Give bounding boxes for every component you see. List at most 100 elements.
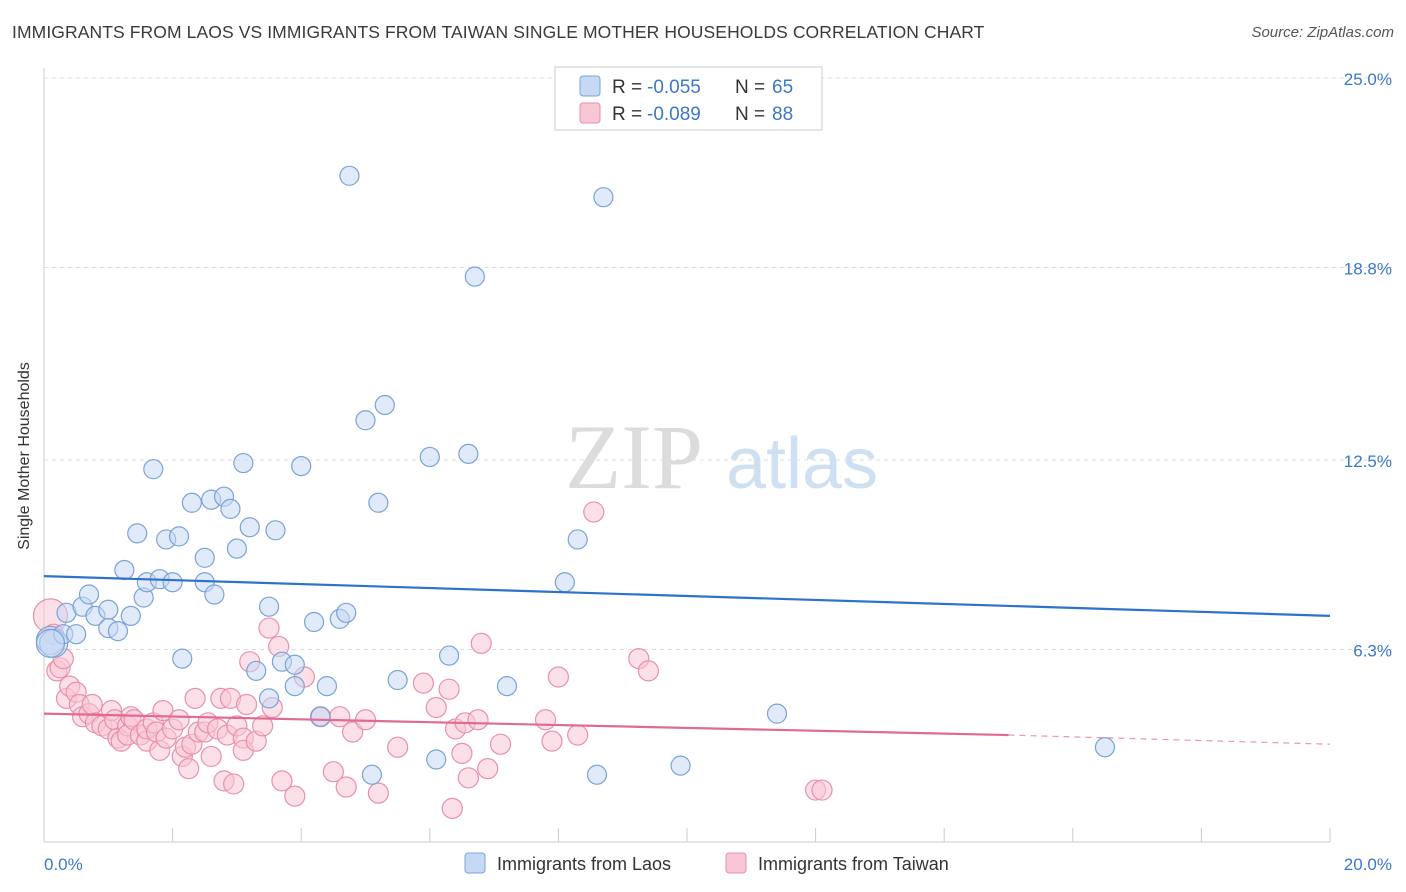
data-point-laos <box>168 526 190 547</box>
trend-line-taiwan <box>43 712 1009 737</box>
data-point-laos <box>172 648 193 669</box>
data-point-taiwan <box>477 758 499 780</box>
y-tick-labels: 6.3% 12.5% 18.8% 25.0% <box>1344 70 1392 660</box>
data-point-laos <box>310 706 331 727</box>
data-point-taiwan <box>567 724 589 746</box>
data-point-taiwan <box>258 617 280 639</box>
data-point-laos <box>368 492 389 513</box>
data-point-taiwan <box>168 709 190 731</box>
x-tick-label: 20.0% <box>1344 855 1392 874</box>
data-point-taiwan <box>457 767 479 789</box>
legend-n-label-taiwan: N = <box>735 104 765 125</box>
data-point-laos <box>464 266 485 287</box>
data-point-laos <box>246 660 267 681</box>
data-point-taiwan <box>271 770 293 792</box>
data-point-laos <box>567 529 588 550</box>
data-point-taiwan <box>541 730 563 752</box>
data-point-taiwan <box>470 632 492 654</box>
data-point-taiwan <box>235 693 258 716</box>
data-point-laos <box>438 645 460 666</box>
watermark-atlas: atlas <box>726 424 878 504</box>
data-point-laos <box>233 452 254 474</box>
trend-line-taiwan-extrapolated <box>1008 734 1331 745</box>
data-point-laos <box>355 410 376 431</box>
y-tick-label: 12.5% <box>1344 452 1392 471</box>
data-point-taiwan <box>342 721 364 743</box>
series-laos-points <box>35 165 1116 785</box>
data-point-taiwan <box>387 736 409 758</box>
data-point-taiwan <box>200 745 222 768</box>
data-point-taiwan <box>252 715 274 737</box>
trend-line-laos <box>43 575 1331 617</box>
data-point-taiwan <box>81 693 103 716</box>
data-point-laos <box>120 605 141 626</box>
bottom-legend-swatch-laos <box>464 852 486 874</box>
series-taiwan-points <box>32 501 833 819</box>
data-point-laos <box>426 749 447 770</box>
data-point-laos <box>162 572 183 593</box>
y-tick-label: 18.8% <box>1344 259 1392 278</box>
data-point-laos <box>284 654 305 675</box>
data-point-laos <box>265 520 286 541</box>
data-point-taiwan <box>367 782 389 804</box>
data-point-laos <box>78 584 100 605</box>
x-tick-label: 0.0% <box>44 855 83 874</box>
legend-n-value-laos: 65 <box>772 77 793 98</box>
legend-r-value-laos: -0.055 <box>647 77 701 98</box>
data-point-laos <box>220 498 241 519</box>
data-point-laos <box>181 492 202 513</box>
legend-r-label-laos: R = <box>612 77 642 98</box>
y-tick-label: 25.0% <box>1344 70 1392 89</box>
data-point-taiwan <box>322 761 344 783</box>
data-point-taiwan <box>489 733 512 755</box>
data-point-taiwan <box>412 672 434 694</box>
bottom-legend-swatch-taiwan <box>725 852 747 874</box>
data-point-laos <box>496 676 518 697</box>
data-point-taiwan <box>425 696 447 719</box>
legend-n-label-laos: N = <box>735 77 765 98</box>
data-point-taiwan <box>637 660 660 682</box>
data-point-taiwan <box>223 773 245 795</box>
data-point-laos <box>458 443 479 464</box>
data-point-laos <box>339 165 360 186</box>
source-credit: Source: ZipAtlas.com <box>1251 24 1394 41</box>
trend-lines <box>43 575 1331 745</box>
data-point-taiwan <box>335 776 357 798</box>
data-point-laos <box>303 611 325 633</box>
data-point-taiwan <box>547 666 570 688</box>
data-point-laos <box>114 559 135 581</box>
watermark: ZIP atlas <box>565 406 878 508</box>
y-tick-label: 6.3% <box>1353 641 1392 660</box>
data-point-taiwan <box>284 785 306 807</box>
data-point-laos <box>316 676 338 697</box>
data-point-taiwan <box>184 687 206 709</box>
grid-lines <box>44 77 1392 650</box>
legend-r-label-taiwan: R = <box>612 104 642 125</box>
data-point-laos <box>258 596 280 617</box>
axes <box>43 68 1331 843</box>
data-point-taiwan <box>811 779 833 801</box>
y-axis-label: Single Mother Households <box>16 362 33 550</box>
data-point-taiwan <box>441 797 463 819</box>
data-point-laos <box>127 523 148 544</box>
data-point-laos <box>593 187 614 208</box>
data-point-laos <box>226 538 247 559</box>
data-point-laos <box>66 624 87 645</box>
data-point-laos <box>766 703 788 724</box>
data-point-laos <box>554 572 575 593</box>
data-point-laos <box>258 688 280 709</box>
bottom-legend-label-taiwan: Immigrants from Taiwan <box>758 854 949 874</box>
data-point-taiwan <box>451 742 473 764</box>
x-tick-labels: 0.0% 20.0% <box>44 855 1392 874</box>
data-point-laos <box>586 764 608 785</box>
data-point-laos <box>98 599 119 620</box>
data-point-laos <box>670 755 691 776</box>
data-point-laos <box>284 676 305 697</box>
legend-box: R = -0.055 N = 65 R = -0.089 N = 88 <box>554 66 823 131</box>
data-point-laos <box>194 547 215 568</box>
data-point-laos <box>204 584 225 605</box>
data-point-taiwan <box>534 709 557 731</box>
data-point-laos <box>1094 737 1116 758</box>
data-point-taiwan <box>438 678 460 700</box>
